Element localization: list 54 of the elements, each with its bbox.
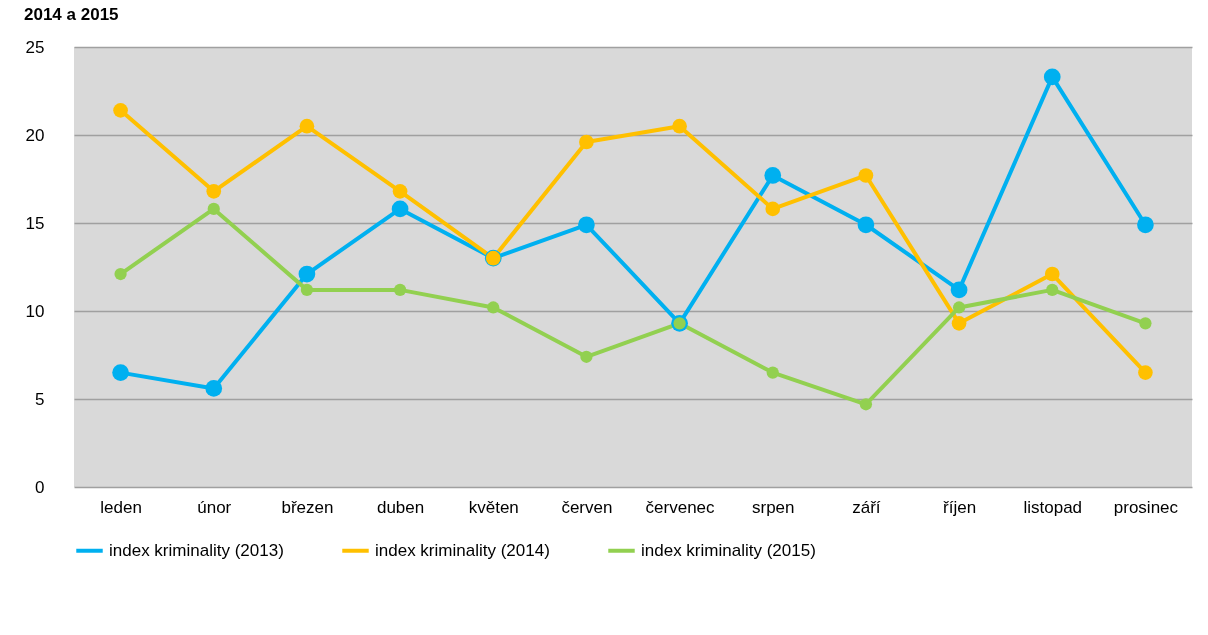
point — [392, 184, 408, 199]
point — [1139, 317, 1152, 330]
y-tick-label: 10 — [25, 301, 45, 321]
x-tick-label: říjen — [943, 497, 977, 517]
point — [1137, 216, 1154, 234]
y-tick-label: 0 — [35, 477, 45, 497]
point — [1043, 68, 1061, 86]
point — [578, 216, 595, 234]
point — [579, 134, 594, 150]
point — [299, 118, 315, 134]
y-tick-label: 15 — [25, 213, 45, 233]
y-tick-label: 20 — [25, 125, 45, 145]
point — [205, 380, 223, 397]
point — [298, 265, 316, 283]
chart-title: 2014 a 2015 — [24, 5, 119, 24]
point — [391, 200, 409, 218]
point — [112, 364, 129, 381]
point — [1044, 266, 1060, 282]
point — [207, 202, 220, 216]
point — [858, 168, 874, 183]
x-tick-label: červenec — [645, 497, 716, 517]
point — [300, 283, 314, 296]
x-tick-label: únor — [197, 497, 232, 517]
point — [1138, 365, 1153, 380]
x-tick-label: leden — [100, 497, 142, 517]
point — [580, 350, 593, 363]
legend-label: index kriminality (2013) — [109, 540, 284, 560]
x-tick-label: květen — [468, 497, 519, 517]
x-tick-label: srpen — [751, 497, 795, 517]
point — [765, 201, 781, 217]
point — [857, 216, 875, 234]
legend-label: index kriminality (2014) — [375, 540, 550, 560]
point — [766, 366, 779, 379]
point — [206, 184, 222, 199]
point — [950, 281, 968, 299]
x-tick-label: prosinec — [1113, 497, 1179, 517]
x-tick-label: září — [852, 497, 881, 517]
point — [952, 301, 966, 314]
point — [764, 167, 782, 184]
point — [393, 283, 407, 296]
y-tick-label: 25 — [25, 37, 45, 57]
point — [487, 301, 500, 314]
point — [672, 118, 687, 134]
x-tick-label: červen — [561, 497, 613, 517]
legend-label: index kriminality (2015) — [641, 540, 816, 560]
point — [951, 316, 967, 331]
point — [1046, 283, 1059, 296]
x-tick-label: březen — [281, 497, 334, 517]
point — [114, 267, 127, 281]
x-tick-label: duben — [376, 497, 425, 517]
y-tick-label: 5 — [35, 389, 45, 409]
point — [113, 103, 128, 118]
point — [859, 398, 873, 411]
x-tick-label: listopad — [1023, 497, 1083, 517]
